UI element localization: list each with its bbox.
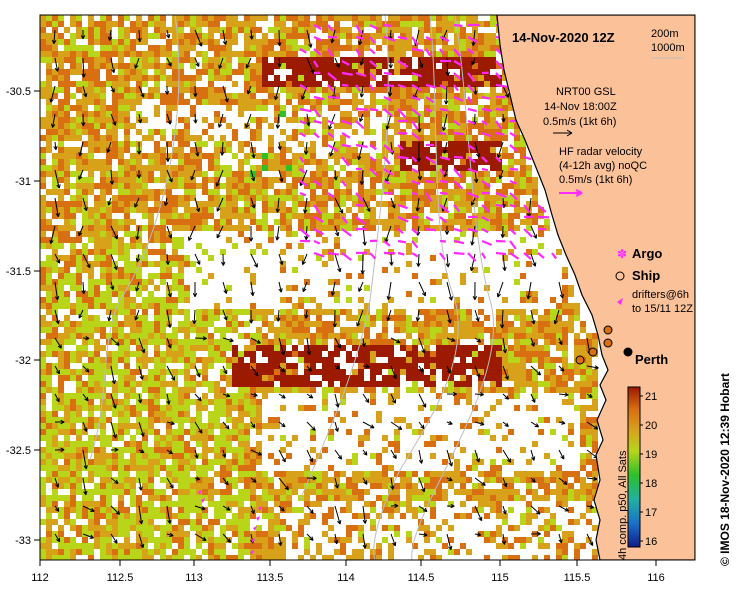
date-title: 14-Nov-2020 12Z [512,30,615,45]
argo-label: Argo [632,246,662,261]
bathymetry-contours [89,15,494,560]
colorbar-tick-label: 16 [645,536,657,548]
x-tick-label: 114.5 [408,572,435,584]
colorbar-tick-label: 21 [645,391,657,403]
plot-area [40,15,695,560]
credit: © IMOS 18-Nov-2020 12:39 Hobart [718,373,732,566]
x-tick-label: 115.5 [564,572,591,584]
y-tick-label: -33 [15,535,31,547]
y-tick-label: -32.5 [6,445,31,457]
colorbar-label: 4h comp. p50, All Sats [617,450,629,560]
x-tick-label: 116 [647,572,665,584]
drifters-label-1: drifters@6h [632,289,689,301]
ship-marker-3 [588,347,598,357]
model-label-2: 14-Nov 18:00Z [544,101,617,113]
drifter-symbol [617,298,623,305]
perth-marker [623,347,633,357]
radar-label-2: (4-12h avg) noQC [559,160,647,172]
x-tick-label: 113 [185,572,203,584]
drifters-label-2: to 15/11 12Z [632,303,693,315]
x-tick-label: 112.5 [107,572,134,584]
drifter-tracks [198,490,262,555]
current-vectors [49,29,599,551]
sst-pixels [40,15,598,560]
ship-marker-4 [575,355,585,365]
argo-symbol: ✽ [617,247,627,261]
model-label-1: NRT00 GSL [556,86,616,98]
model-label-3: 0.5m/s (1kt 6h) [543,116,616,128]
radar-label-3: 0.5m/s (1kt 6h) [559,174,632,186]
x-axis: 112 112.5 113 113.5 114 114.5 115 115.5 116 [31,560,665,584]
land [496,15,695,560]
ship-label: Ship [632,268,660,283]
colorbar-tick-label: 20 [645,420,657,432]
x-tick-label: 113.5 [257,572,284,584]
depth-label-200: 200m [651,28,679,40]
colorbar: 21 20 19 18 17 16 4h comp. p50, All Sats [617,386,657,560]
colorbar-tick-label: 18 [645,478,657,490]
colorbar-tick-label: 19 [645,449,657,461]
ship-marker-2 [603,338,613,348]
y-tick-label: -31.5 [6,266,31,278]
colorbar-tick-label: 17 [645,507,657,519]
x-tick-label: 114 [337,572,355,584]
ship-marker [603,325,613,335]
ship-symbol [615,271,625,281]
x-tick-label: 115 [491,572,509,584]
y-tick-label: -31 [15,176,31,188]
depth-label-1000: 1000m [651,42,685,54]
y-axis: -30.5 -31 -31.5 -32 -32.5 -33 [6,86,40,547]
hf-radar-vectors [299,23,557,262]
y-tick-label: -30.5 [6,86,31,98]
city-label: Perth [635,352,668,367]
y-tick-label: -32 [15,355,31,367]
radar-label-1: HF radar velocity [559,146,643,158]
x-tick-label: 112 [31,572,49,584]
